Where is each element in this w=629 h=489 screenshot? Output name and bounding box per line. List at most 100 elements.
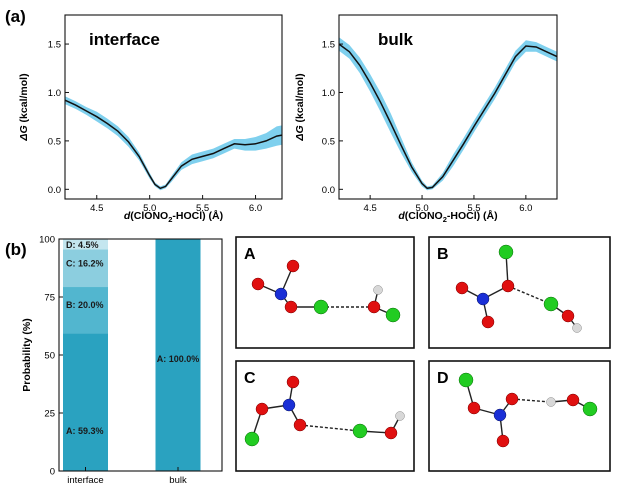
probability-stacked-bar-chart: A: 59.3% B: 20.0% C: 16.2% D: 4.5% A: 100.0%… (21, 235, 223, 486)
bulk-free-energy-plot: 4.5 5.0 5.5 6.0 0.0 0.5 1.0 1.5 bulk d(ClONO2-H… (294, 14, 558, 224)
structure-c-panel: C (235, 360, 415, 472)
chlorine-atom (385, 307, 401, 323)
bar-label-c: C: 16.2% (66, 258, 104, 268)
oxygen-atom (566, 393, 580, 407)
error-band (65, 96, 282, 191)
bar-label-a: A: 59.3% (66, 426, 104, 436)
x-title-end: -HOCl) (Å) (172, 209, 223, 222)
y-title-var: ΔG (18, 125, 30, 141)
structure-frame (428, 360, 611, 472)
x-axis-title: d(ClONO2-HOCl) (Å) (124, 209, 223, 224)
structure-b-panel: B (428, 236, 611, 349)
hydrogen-atom (546, 397, 556, 407)
x-title-sub: 2 (443, 215, 447, 224)
y-axis-title: ΔG (kcal/mol) (294, 73, 306, 141)
chlorine-atom (582, 401, 598, 417)
y-tick-label: 1.0 (48, 88, 61, 99)
oxygen-atom (284, 300, 298, 314)
x-title-mid: (ClONO (405, 210, 443, 222)
x-category-label: interface (67, 475, 103, 486)
y-tick-label: 1.0 (322, 88, 335, 99)
oxygen-atom (481, 315, 495, 329)
x-title-mid: (ClONO (130, 210, 168, 222)
x-category-label: bulk (169, 475, 187, 486)
error-band (339, 37, 557, 191)
oxygen-atom (496, 434, 510, 448)
bar-segment-b (63, 287, 108, 334)
oxygen-atom (505, 392, 519, 406)
free-energy-curve (64, 99, 283, 190)
x-tick-label: 5.5 (196, 203, 209, 214)
y-title-units: (kcal/mol) (294, 73, 306, 125)
y-tick-label: 0.0 (48, 185, 61, 196)
oxygen-atom (455, 281, 469, 295)
bond (507, 285, 552, 305)
structure-label-c: C (244, 370, 256, 387)
bar-segment-d (63, 239, 108, 250)
structure-frame (428, 236, 611, 349)
bar-segment-a (63, 333, 108, 471)
molecular-structures: A B (235, 236, 611, 472)
bar-segment-a (155, 239, 201, 471)
oxygen-atom (384, 426, 398, 440)
x-axis-title: d(ClONO2-HOCl) (Å) (398, 209, 497, 224)
oxygen-atom (286, 375, 300, 389)
x-tick-label: 5.0 (415, 203, 428, 214)
x-title-var: d (398, 210, 405, 222)
hydrogen-atom (395, 411, 405, 421)
plot-title-interface: interface (89, 30, 160, 49)
panel-a-label: (a) (5, 7, 26, 26)
y-tick-label: 100 (39, 235, 55, 246)
plot-title-bulk: bulk (378, 30, 413, 49)
bar-segment-c (63, 249, 108, 288)
hydrogen-atom (373, 285, 383, 295)
nitrogen-atom (476, 292, 490, 306)
nitrogen-atom (282, 398, 296, 412)
structure-d-panel: D (428, 360, 611, 472)
structure-label-a: A (244, 246, 256, 263)
x-tick-label: 4.5 (364, 203, 377, 214)
y-tick-label: 50 (44, 351, 55, 362)
y-title-units: (kcal/mol) (18, 73, 30, 125)
y-tick-label: 75 (44, 293, 55, 304)
y-tick-label: 0.5 (48, 136, 61, 147)
x-title-sub: 2 (168, 215, 172, 224)
x-tick-label: 5.5 (467, 203, 480, 214)
bar-label-b: B: 20.0% (66, 300, 104, 310)
interface-free-energy-plot: 4.5 5.0 5.5 6.0 0.0 0.5 1.0 1.5 interface d(ClO… (18, 14, 283, 224)
y-tick-label: 25 (44, 409, 55, 420)
oxygen-atom (367, 300, 381, 314)
oxygen-atom (286, 259, 300, 273)
plot-frame (64, 14, 283, 200)
structure-frame (235, 360, 415, 472)
bar-label-a: A: 100.0% (157, 354, 200, 364)
oxygen-atom (467, 401, 481, 415)
x-title-var: d (124, 210, 131, 222)
chlorine-atom (543, 296, 559, 312)
y-tick-label: 1.5 (48, 40, 61, 51)
chlorine-atom (458, 372, 474, 388)
y-tick-label: 1.5 (322, 40, 335, 51)
oxygen-atom (501, 279, 515, 293)
chlorine-atom (313, 299, 329, 315)
y-tick-label: 0 (50, 467, 55, 478)
oxygen-atom (293, 418, 307, 432)
y-tick-label: 0.0 (322, 185, 335, 196)
structure-frame (235, 236, 415, 349)
structure-label-d: D (437, 370, 449, 387)
y-tick-label: 0.5 (322, 136, 335, 147)
chlorine-atom (352, 423, 368, 439)
oxygen-atom (255, 402, 269, 416)
x-title-end: -HOCl) (Å) (447, 209, 498, 222)
nitrogen-atom (274, 287, 288, 301)
x-tick-label: 5.0 (143, 203, 156, 214)
bar-label-d: D: 4.5% (66, 240, 99, 250)
x-tick-label: 4.5 (90, 203, 103, 214)
nitrogen-atom (493, 408, 507, 422)
bond (511, 398, 552, 403)
chlorine-atom (498, 244, 514, 260)
free-energy-curve (338, 43, 558, 190)
panel-b-label: (b) (5, 240, 27, 259)
oxygen-atom (561, 309, 575, 323)
